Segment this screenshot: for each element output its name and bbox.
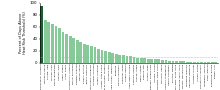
Bar	[72, 38, 75, 63]
Bar	[214, 62, 217, 63]
Bar	[62, 32, 64, 63]
Bar	[179, 61, 182, 63]
Bar	[189, 62, 192, 63]
Bar	[158, 59, 160, 63]
Bar	[40, 6, 43, 63]
Bar	[175, 61, 178, 63]
Bar	[69, 36, 72, 63]
Bar	[122, 55, 125, 63]
Bar	[58, 28, 61, 63]
Bar	[83, 44, 86, 63]
Bar	[211, 62, 214, 63]
Bar	[115, 54, 118, 63]
Bar	[101, 50, 103, 63]
Bar	[147, 59, 150, 63]
Bar	[76, 40, 79, 63]
Bar	[44, 20, 47, 63]
Bar	[55, 26, 57, 63]
Bar	[86, 45, 89, 63]
Bar	[196, 62, 199, 63]
Bar	[129, 56, 132, 63]
Bar	[108, 52, 111, 63]
Bar	[111, 53, 114, 63]
Bar	[168, 61, 171, 63]
Bar	[186, 62, 189, 63]
Bar	[65, 34, 68, 63]
Bar	[90, 46, 93, 63]
Bar	[133, 57, 136, 63]
Bar	[94, 47, 96, 63]
Bar	[136, 58, 139, 63]
Bar	[150, 59, 153, 63]
Bar	[125, 56, 128, 63]
Bar	[193, 62, 196, 63]
Bar	[79, 42, 82, 63]
Bar	[97, 49, 100, 63]
Bar	[207, 62, 210, 63]
Bar	[154, 59, 157, 63]
Bar	[161, 60, 164, 63]
Bar	[165, 60, 167, 63]
Bar	[200, 62, 203, 63]
Bar	[51, 24, 54, 63]
Bar	[172, 61, 174, 63]
Bar	[140, 58, 143, 63]
Bar	[47, 22, 50, 63]
Bar	[104, 51, 107, 63]
Bar	[204, 62, 206, 63]
Bar	[118, 55, 121, 63]
Bar	[182, 61, 185, 63]
Bar	[143, 58, 146, 63]
Y-axis label: Percent of Days Above
Heat Risk Threshold (%): Percent of Days Above Heat Risk Threshol…	[19, 11, 27, 54]
